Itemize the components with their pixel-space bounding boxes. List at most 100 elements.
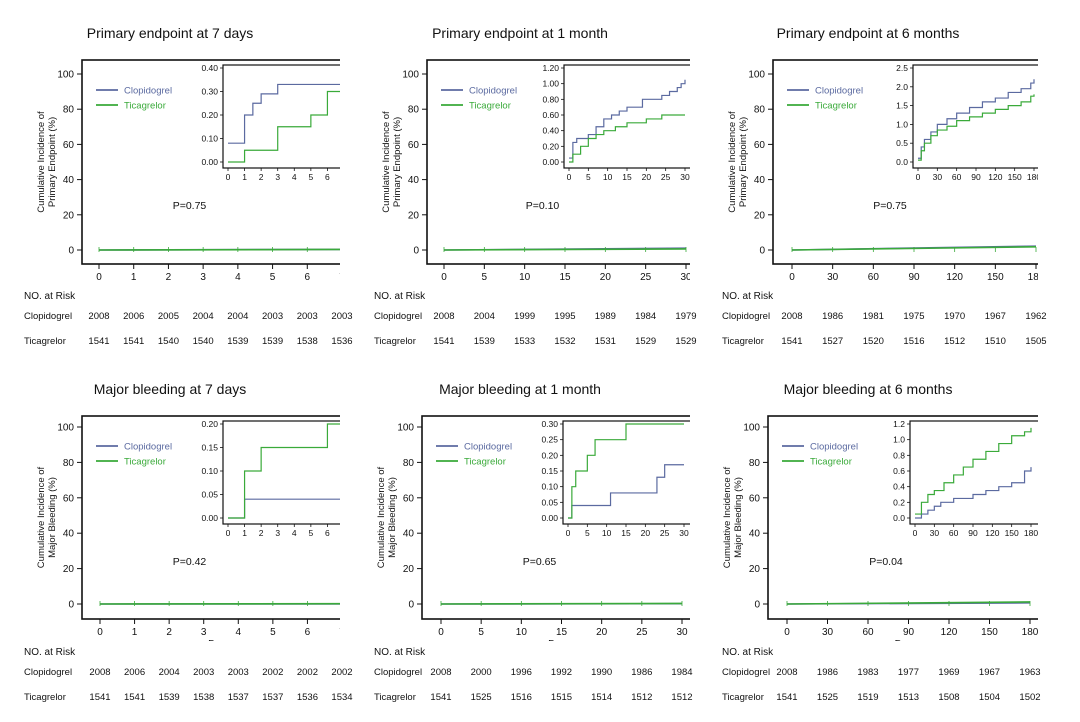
p-value: P=0.04 [869,556,903,568]
inset-x-tick-label: 1 [242,528,247,538]
plot-frame [767,415,1038,620]
risk-cell: 2008 [776,667,798,678]
risk-row-label: Ticagrelor [722,336,764,347]
risk-table: NO. at Risk Clopidogrel 2008 2004 1999 1995 1… [350,285,697,355]
y-axis-label-line: Cumulative Incidence of [727,111,738,213]
y-axis-label-line: Major Bleeding (%) [387,477,398,558]
risk-cell: 1981 [862,311,884,322]
risk-table-header: NO. at Risk [374,647,426,658]
inset-y-tick-label: 2.5 [896,63,908,73]
risk-cell: 2003 [331,311,353,322]
risk-cell: 1538 [193,692,215,703]
inset-y-tick-label: 0.10 [201,134,218,144]
x-axis-label: Days [895,639,918,641]
inset-x-tick-label: 0 [916,172,921,182]
x-tick-label: 4 [236,627,242,638]
y-tick-label: 20 [408,210,420,221]
inset-x-tick-label: 120 [985,528,999,538]
chart-title: Primary endpoint at 7 days [86,25,254,41]
x-tick-label: 90 [903,627,915,638]
risk-cell: 1502 [1019,692,1041,703]
inset-x-tick-label: 60 [952,172,962,182]
inset-y-tick-label: 0.80 [542,94,559,104]
risk-cell: 1525 [470,692,492,703]
risk-cell: 1986 [816,667,839,678]
risk-cell: 1541 [88,336,110,347]
y-tick-label: 100 [397,423,414,434]
risk-cell: 1995 [554,311,576,322]
y-tick-label: 0 [413,246,419,257]
x-tick-label: 30 [680,272,690,283]
risk-table: NO. at Risk Clopidogrel 2008 2000 1996 1992 1… [350,641,693,711]
risk-table: NO. at Risk Clopidogrel 2008 2006 2005 2004 2… [0,285,353,355]
risk-cell: 2005 [157,311,179,322]
inset-y-tick-label: 0.0 [896,157,908,167]
risk-cell: 1505 [1025,336,1047,347]
risk-row-label: Clopidogrel [374,311,423,322]
plot-frame [772,59,1038,265]
inset-x-tick-label: 30 [930,528,940,538]
x-tick-label: 5 [482,272,488,283]
risk-cell: 1532 [554,336,576,347]
x-tick-label: 4 [235,272,241,283]
x-tick-label: 30 [676,627,688,638]
risk-cell: 1970 [944,311,966,322]
y-axis-label: Cumulative Incidence ofPrimary Endpoint … [36,111,58,213]
inset-x-tick-label: 5 [308,528,313,538]
inset-y-tick-label: 0.10 [201,466,218,476]
inset-x-tick-label: 15 [621,528,631,538]
p-value: P=0.42 [173,556,207,568]
x-tick-label: 3 [200,272,206,283]
risk-cell: 1537 [227,692,249,703]
x-tick-label: 20 [596,627,608,638]
risk-cell: 2000 [470,667,492,678]
chart-title: Major bleeding at 1 month [439,381,601,397]
risk-cell: 1989 [594,311,616,322]
y-axis-label: Cumulative Incidence ofMajor Bleeding (%… [722,466,744,568]
x-tick-label: 0 [97,627,103,638]
inset-frame [909,420,1038,525]
x-axis-label: Days [899,284,922,285]
inset-x-tick-label: 2 [259,528,264,538]
inset-x-tick-label: 1 [242,172,247,182]
inset-y-tick-label: 0.60 [542,110,559,120]
chart-title: Primary endpoint at 1 month [432,25,608,41]
series-line-ticagrelor [98,248,340,251]
x-tick-label: 90 [908,272,920,283]
risk-cell: 1999 [514,311,536,322]
inset-series-line-ticagrelor [228,90,340,163]
x-tick-label: 0 [438,627,444,638]
x-tick-label: 30 [827,272,839,283]
x-tick-label: 120 [941,627,958,638]
risk-cell: 2008 [88,311,110,322]
inset-y-tick-label: 1.5 [896,101,908,111]
legend-label-clopidogrel: Clopidogrel [124,86,172,97]
chart-title: Major bleeding at 7 days [93,381,247,397]
inset-y-tick-label: 0.30 [541,419,558,429]
inset-y-tick-label: 0.40 [201,63,218,73]
inset-y-tick-label: 0.20 [542,141,559,151]
inset-x-tick-label: 150 [1008,172,1022,182]
risk-cell: 1504 [978,692,1001,703]
y-tick-label: 0 [754,600,760,611]
x-tick-label: 0 [784,627,790,638]
inset-x-tick-label: 0 [913,528,918,538]
risk-cell: 1534 [331,692,353,703]
inset-x-tick-label: 0 [566,528,571,538]
risk-cell: 1529 [675,336,697,347]
y-axis-label: Cumulative Incidence ofMajor Bleeding (%… [376,466,398,568]
y-tick-label: 40 [403,529,415,540]
plot-frame [81,415,340,620]
x-tick-label: 180 [1028,272,1038,283]
inset-x-tick-label: 30 [679,528,689,538]
inset-y-tick-label: 0.20 [201,419,218,429]
y-axis-label-line: Cumulative Incidence of [36,111,47,213]
inset-x-tick-label: 60 [949,528,959,538]
y-tick-label: 40 [754,175,766,186]
risk-cell: 1541 [89,692,111,703]
y-axis-label-line: Cumulative Incidence of [36,466,47,568]
risk-cell: 2004 [473,311,495,322]
y-tick-label: 60 [408,140,420,151]
risk-row-label: Clopidogrel [722,667,771,678]
inset-x-tick-label: 3 [275,528,280,538]
